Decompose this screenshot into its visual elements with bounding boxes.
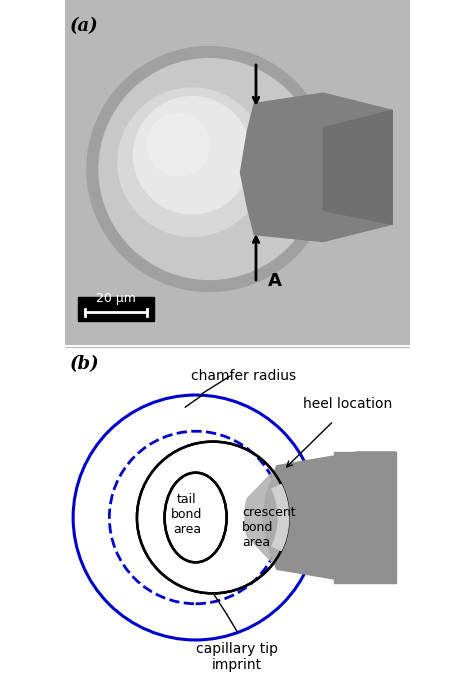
Text: capillary tip
imprint: capillary tip imprint [196, 642, 278, 672]
Polygon shape [263, 452, 396, 583]
Text: crescent
bond
area: crescent bond area [242, 506, 296, 549]
Bar [78, 297, 154, 321]
Text: (a): (a) [70, 17, 98, 35]
Text: (b): (b) [70, 355, 99, 373]
Circle shape [118, 88, 266, 236]
Circle shape [134, 97, 251, 214]
Polygon shape [245, 471, 289, 564]
Text: tail
bond
area: tail bond area [171, 493, 203, 535]
Polygon shape [323, 110, 392, 224]
Circle shape [87, 46, 332, 291]
Circle shape [99, 59, 320, 279]
Circle shape [147, 114, 210, 176]
Text: 20 μm: 20 μm [96, 292, 136, 305]
Text: chamfer radius: chamfer radius [191, 369, 296, 383]
Bar [334, 452, 396, 583]
Text: A: A [268, 272, 282, 290]
Polygon shape [272, 484, 289, 551]
Text: heel location: heel location [303, 397, 392, 411]
Polygon shape [240, 93, 392, 241]
